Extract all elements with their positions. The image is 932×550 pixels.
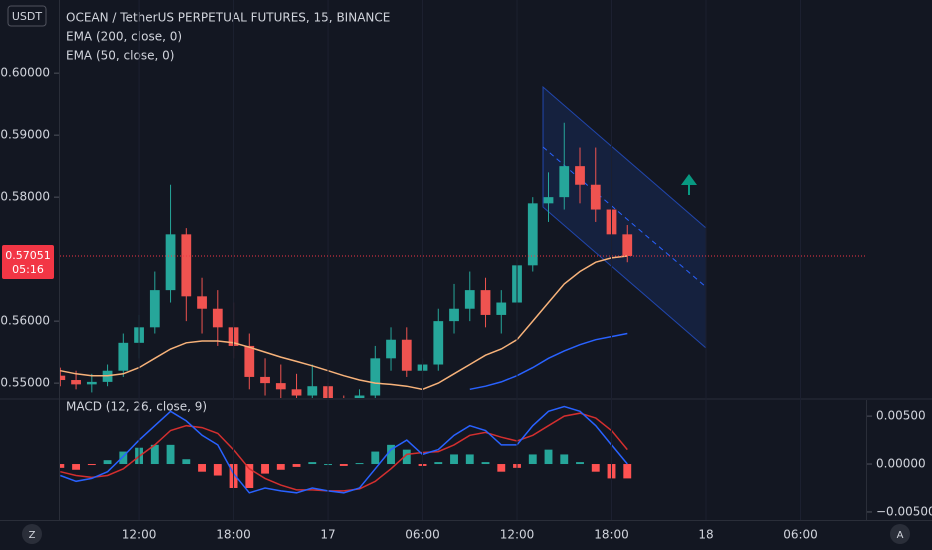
candle-body xyxy=(275,383,286,390)
candle-body xyxy=(244,345,255,377)
x-tick-label: 18:00 xyxy=(594,528,629,542)
x-tick-label: 12:00 xyxy=(500,528,535,542)
x-tick-label: 12:00 xyxy=(122,528,157,542)
histogram-bar xyxy=(450,454,458,465)
histogram-bar xyxy=(387,444,395,465)
last-price-label: 0.57051 xyxy=(5,249,51,262)
ema-line xyxy=(469,332,628,391)
candle-body xyxy=(118,342,129,371)
histogram-bar xyxy=(402,449,411,465)
macd-pane xyxy=(60,405,632,494)
candle-body xyxy=(71,380,81,385)
price-pane xyxy=(60,122,633,398)
last-price-badge xyxy=(2,244,54,279)
signal-line xyxy=(60,412,628,492)
histogram-bar xyxy=(166,444,175,465)
histogram-bar xyxy=(560,454,569,465)
histogram-bar xyxy=(119,451,128,465)
candle-body xyxy=(496,302,507,315)
currency: USDT xyxy=(12,10,43,23)
histogram-bar xyxy=(292,464,301,467)
candle-body xyxy=(401,339,412,371)
histogram-bar xyxy=(308,462,317,465)
candle-body xyxy=(181,234,192,297)
candle-body xyxy=(527,203,538,266)
candle-body xyxy=(212,308,223,328)
y-tick-label: 0.59000 xyxy=(0,128,50,142)
histogram-bar xyxy=(481,462,490,465)
candle-body xyxy=(260,376,270,384)
legend-entry: EMA (200, close, 0) xyxy=(66,30,182,44)
legend-entry: EMA (50, close, 0) xyxy=(66,49,174,63)
histogram-bar xyxy=(150,444,159,465)
histogram-bar xyxy=(103,460,112,465)
candle-body xyxy=(559,166,570,198)
histogram-bar xyxy=(434,462,443,465)
candle-body xyxy=(60,375,66,381)
x-tick-label: 06:00 xyxy=(783,528,818,542)
histogram-bar xyxy=(261,464,269,474)
indicator-title: MACD (12, 26, close, 9) xyxy=(66,400,207,414)
candle-body xyxy=(86,381,97,385)
y2-tick-label: 0.00000 xyxy=(876,457,926,471)
candle-body xyxy=(449,308,459,322)
histogram-bar xyxy=(72,464,81,470)
histogram-bar xyxy=(465,454,474,465)
y-tick-label: 0.60000 xyxy=(0,66,50,80)
candle-body xyxy=(307,386,318,396)
histogram-bar xyxy=(497,464,506,472)
zoom-button[interactable] xyxy=(22,524,42,544)
candle-body xyxy=(575,166,585,185)
histogram-bar xyxy=(576,462,584,465)
histogram-bar xyxy=(528,454,537,465)
y2-tick-label: −0.00500 xyxy=(876,504,932,518)
candle-body xyxy=(291,389,302,396)
macd-line xyxy=(60,405,628,494)
histogram-bar xyxy=(87,464,96,466)
currency-badge[interactable] xyxy=(7,5,47,27)
histogram-bar xyxy=(198,464,206,472)
candle-body xyxy=(433,321,444,365)
auto-scale-label: A xyxy=(897,530,904,541)
histogram-bar xyxy=(591,464,600,472)
x-tick-label: 17 xyxy=(320,528,335,542)
zoom-button-label: Z xyxy=(29,530,36,541)
histogram-bar xyxy=(355,463,364,465)
y2-tick-label: 0.00500 xyxy=(876,409,926,423)
candle-body xyxy=(370,358,381,396)
candle-body xyxy=(386,339,396,359)
histogram-bar xyxy=(60,464,65,468)
y-tick-label: 0.58000 xyxy=(0,190,50,204)
x-tick-label: 06:00 xyxy=(405,528,440,542)
candle-body xyxy=(590,184,601,210)
candle-body xyxy=(464,290,475,309)
histogram-bar xyxy=(245,464,254,488)
histogram-bar xyxy=(339,464,348,466)
histogram-bar xyxy=(544,449,553,465)
y-tick-label: 0.56000 xyxy=(0,314,50,328)
x-tick-label: 18:00 xyxy=(216,528,251,542)
y-tick-label: 0.55000 xyxy=(0,376,50,390)
candle-body xyxy=(622,234,633,257)
histogram-bar xyxy=(182,459,191,465)
ema-line xyxy=(60,255,628,391)
countdown-label: 05:16 xyxy=(12,263,44,276)
candle-body xyxy=(197,296,207,309)
chart-title: OCEAN / TetherUS PERPETUAL FUTURES, 15, … xyxy=(66,11,390,25)
arrow-up xyxy=(681,174,697,195)
histogram-bar xyxy=(276,464,285,470)
candle-body xyxy=(165,234,176,291)
histogram-bar xyxy=(623,464,632,479)
candle-body xyxy=(543,197,554,204)
histogram-bar xyxy=(371,451,380,465)
candle-body xyxy=(149,290,160,328)
candle-body xyxy=(354,395,365,398)
histogram-bar xyxy=(213,464,222,476)
auto-scale-button[interactable] xyxy=(890,524,910,544)
x-tick-label: 18 xyxy=(698,528,713,542)
candle-body xyxy=(480,290,491,315)
